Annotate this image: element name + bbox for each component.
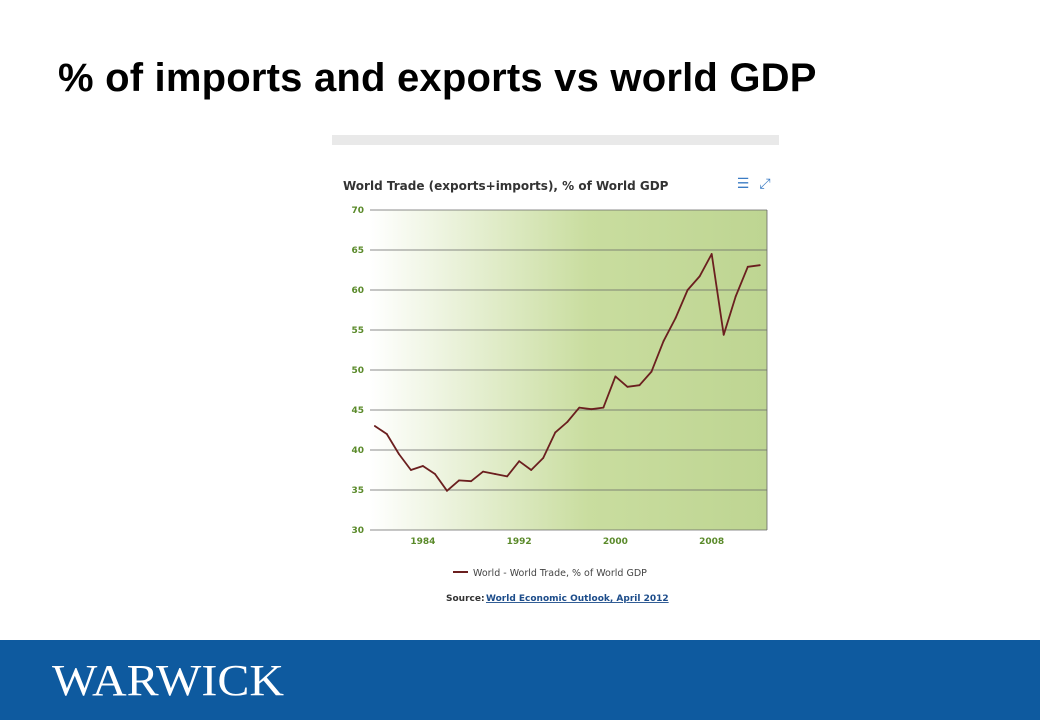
data-point — [385, 433, 388, 435]
data-point — [494, 473, 497, 475]
y-tick-label: 55 — [351, 326, 364, 336]
data-point — [674, 317, 677, 319]
y-tick-label: 70 — [351, 206, 364, 216]
logo-text: WARWICK — [52, 659, 284, 703]
x-tick-label: 1992 — [507, 537, 532, 547]
series-group — [373, 253, 761, 492]
warwick-logo: WARWICK — [52, 659, 284, 703]
data-point — [458, 479, 460, 482]
embed-toolbar-strip — [332, 135, 779, 145]
line-chart: 30 35 40 45 50 55 60 65 70 1984 1992 2000 2008 Worl… — [351, 206, 768, 604]
gridlines — [370, 209, 768, 531]
data-point — [470, 480, 472, 483]
x-axis-labels: 1984 1992 2000 2008 — [410, 537, 724, 547]
data-point — [734, 295, 737, 298]
menu-icon[interactable]: ☰ — [736, 176, 750, 192]
data-point — [422, 465, 424, 467]
data-point — [602, 406, 605, 409]
chart-title: World Trade (exports+imports), % of Worl… — [343, 179, 669, 193]
data-point — [722, 333, 725, 336]
y-axis-labels: 30 35 40 45 50 55 60 65 70 — [351, 206, 364, 536]
data-point — [638, 384, 641, 387]
data-point — [578, 406, 581, 409]
data-point — [746, 265, 749, 268]
x-tick-label: 2000 — [603, 537, 628, 547]
y-tick-label: 65 — [351, 246, 364, 256]
expand-icon[interactable]: ⤢ — [759, 176, 771, 192]
data-point — [397, 453, 400, 455]
data-point — [590, 408, 593, 411]
data-point — [518, 460, 521, 463]
y-tick-label: 30 — [351, 526, 364, 536]
y-tick-label: 35 — [351, 486, 364, 496]
data-point — [482, 470, 484, 473]
data-point — [698, 275, 701, 278]
legend-label: World - World Trade, % of World GDP — [473, 568, 647, 579]
data-point — [554, 431, 557, 434]
x-tick-label: 1984 — [410, 537, 435, 547]
chart-embed: World Trade (exports+imports), % of Worl… — [332, 132, 779, 614]
data-point — [686, 289, 689, 291]
footer-bar — [0, 640, 1040, 720]
data-point — [410, 469, 412, 471]
data-point — [710, 253, 713, 255]
data-point — [626, 385, 629, 388]
slide-title: % of imports and exports vs world GDP — [58, 56, 817, 100]
data-point — [650, 370, 653, 373]
data-point — [373, 425, 376, 427]
data-point — [542, 457, 545, 459]
data-point — [566, 421, 569, 423]
x-tick-label: 2008 — [699, 537, 724, 547]
data-point — [530, 469, 533, 471]
data-point — [662, 340, 665, 343]
y-tick-label: 60 — [351, 286, 364, 296]
y-tick-label: 40 — [351, 446, 364, 456]
source-link[interactable]: World Economic Outlook, April 2012 — [486, 594, 669, 604]
legend: World - World Trade, % of World GDP — [453, 568, 647, 579]
data-point — [434, 473, 436, 475]
data-point — [614, 375, 617, 378]
y-tick-label: 45 — [351, 406, 364, 416]
data-point — [758, 264, 761, 267]
data-point — [506, 475, 509, 478]
source-label: Source: — [446, 594, 485, 604]
data-point — [446, 489, 448, 492]
y-tick-label: 50 — [351, 366, 364, 376]
